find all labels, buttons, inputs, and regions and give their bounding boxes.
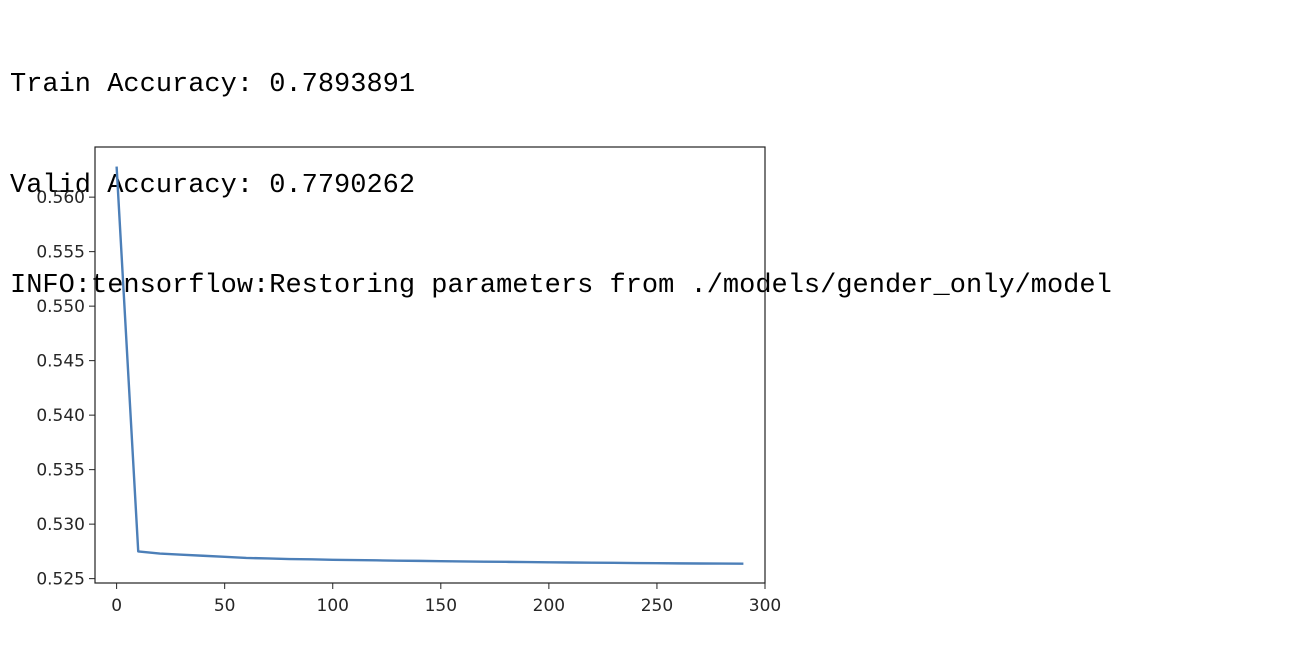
train-accuracy-line: Train Accuracy: 0.7893891 <box>10 70 416 100</box>
y-axis: 0.525 0.530 0.535 0.540 0.545 0.550 0.555 0.560 <box>36 188 95 590</box>
y-tick-label: 0.530 <box>36 515 85 535</box>
cell-output-text: Train Accuracy: 0.7893891 Valid Accuracy… <box>10 2 1112 337</box>
y-tick-label: 0.535 <box>36 461 85 481</box>
x-tick-label: 300 <box>749 596 781 616</box>
plot-area-frame <box>94 146 766 584</box>
y-tick-label: 0.540 <box>36 406 85 426</box>
x-tick-label: 200 <box>533 596 565 616</box>
y-tick-label: 0.545 <box>36 352 85 372</box>
restore-info-line: INFO:tensorflow:Restoring parameters fro… <box>10 271 1112 301</box>
y-tick-label: 0.555 <box>36 243 85 263</box>
series-group <box>115 166 744 565</box>
y-tick-label: 0.560 <box>36 188 85 208</box>
x-tick-label: 50 <box>214 596 236 616</box>
valid-accuracy-line: Valid Accuracy: 0.7790262 <box>10 170 416 201</box>
series-line <box>115 166 744 565</box>
x-tick-label: 150 <box>425 596 457 616</box>
y-tick-label: 0.525 <box>36 570 85 590</box>
x-axis: 0 50 100 150 200 250 300 <box>111 583 781 616</box>
x-tick-label: 0 <box>111 596 122 616</box>
x-tick-label: 250 <box>641 596 673 616</box>
y-tick-label: 0.550 <box>36 297 85 317</box>
x-tick-label: 100 <box>317 596 349 616</box>
